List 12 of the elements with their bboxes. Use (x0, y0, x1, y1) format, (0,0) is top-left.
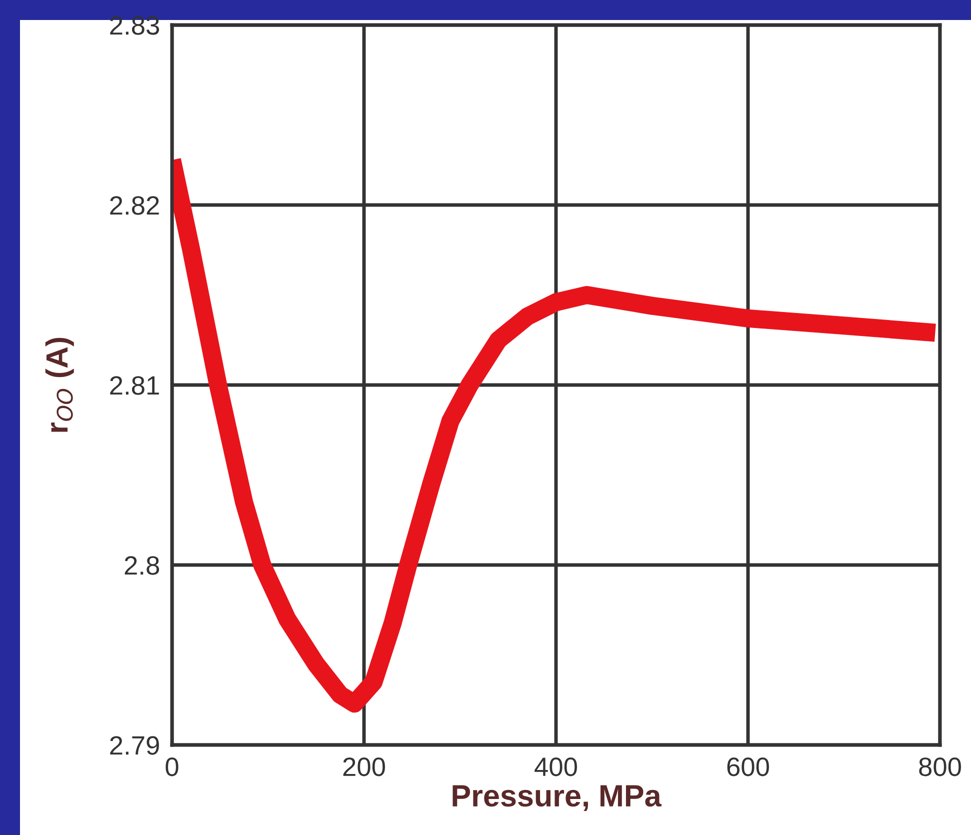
x-tick-label: 600 (727, 758, 769, 776)
y-tick-label: 2.81 (110, 376, 159, 395)
y-tick-label: 2.79 (110, 736, 159, 755)
x-tick-label: 200 (343, 758, 385, 776)
x-tick-label: 400 (534, 758, 577, 776)
y-tick-label: 2.82 (110, 196, 159, 215)
x-axis-title: Pressure, MPa (452, 785, 662, 812)
y-tick-label: 2.83 (110, 16, 160, 35)
x-tick-label: 800 (919, 758, 961, 776)
x-tick-label: 0 (166, 758, 178, 776)
y-axis-title: r$_{OO}$ (A) (45, 338, 74, 432)
y-tick-label: 2.8 (124, 556, 160, 575)
